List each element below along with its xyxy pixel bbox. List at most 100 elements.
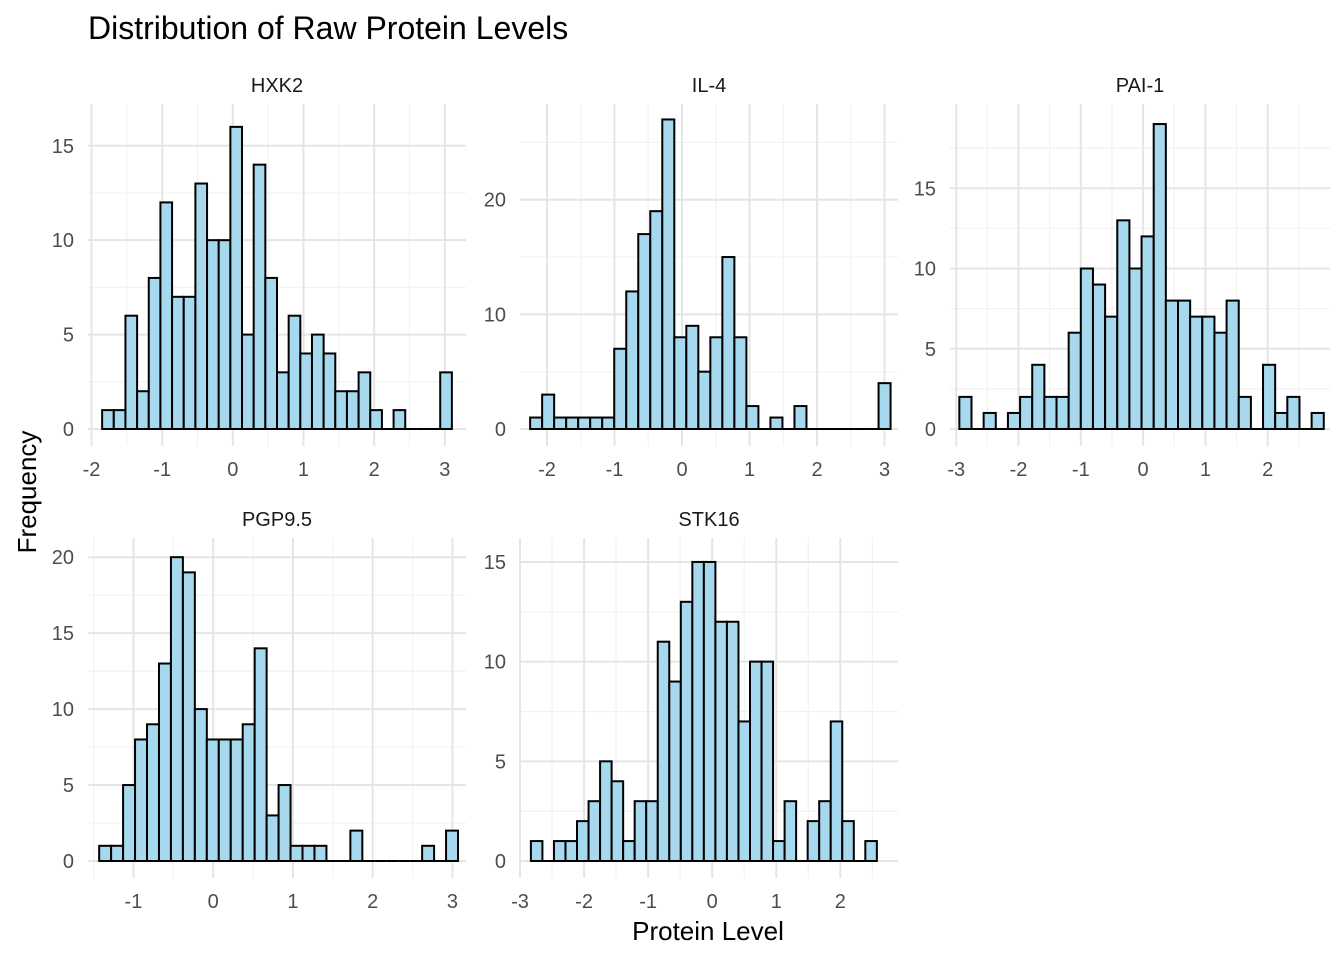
histogram-bar: [679, 600, 694, 862]
histogram-bar: [134, 738, 149, 863]
panel-pai-1: PAI-1 0 5 10 15 -3 -2 -1 0 1 2: [914, 75, 1330, 481]
histogram-bar: [264, 276, 278, 430]
histogram-bar: [613, 347, 628, 430]
histogram-bar: [1019, 395, 1034, 430]
histogram-bar: [369, 409, 383, 430]
histogram-bar: [110, 844, 125, 862]
histogram-bar: [206, 239, 220, 430]
x-tick-label: -1: [125, 891, 143, 913]
x-tick-label: -1: [153, 459, 171, 481]
histogram-bar: [541, 393, 556, 431]
histogram-bar: [637, 233, 652, 430]
x-tick-label: -2: [575, 891, 593, 913]
histogram-bar: [772, 840, 786, 862]
x-tick-label: 0: [227, 459, 238, 481]
facet-strip-label: IL-4: [692, 75, 726, 97]
histogram-bar: [1091, 283, 1107, 430]
facet-strip-label: PGP9.5: [242, 509, 312, 531]
histogram-bar: [599, 760, 613, 862]
histogram-bar: [1262, 363, 1277, 430]
histogram-bar: [529, 840, 544, 862]
x-tick-label: 2: [367, 891, 378, 913]
histogram-bar: [159, 201, 174, 430]
panel-pgp9-5: PGP9.5 0 5 10 15 20 -1 0 1 2 3: [52, 509, 466, 913]
y-tick-label: 10: [914, 259, 936, 281]
histogram-bar: [1237, 395, 1252, 430]
y-tick-label: 0: [63, 851, 74, 873]
x-tick-label: 3: [879, 459, 890, 481]
panel-stk16: STK16 0 5 10 15 -3 -2 -1 0 1 2: [484, 509, 898, 913]
histogram-bar: [1116, 219, 1131, 430]
histogram-bar: [1140, 235, 1155, 430]
y-tick-label: 10: [484, 652, 506, 674]
y-tick-label: 20: [52, 547, 74, 569]
histogram-bar: [445, 829, 460, 862]
x-tick-label: 1: [771, 891, 782, 913]
histogram-bar: [691, 560, 705, 862]
x-tick-label: -3: [511, 891, 529, 913]
histogram-bar: [587, 800, 602, 862]
histogram-bar: [1055, 395, 1070, 430]
chart-title: Distribution of Raw Protein Levels: [88, 10, 568, 46]
y-tick-label: 0: [63, 419, 74, 441]
histogram-bar: [714, 620, 728, 862]
x-tick-label: -2: [83, 459, 101, 481]
histogram-bar: [576, 820, 590, 862]
histogram-bar: [229, 125, 244, 430]
histogram-bar: [656, 640, 671, 862]
x-tick-label: 0: [707, 891, 718, 913]
histogram-bar: [668, 680, 682, 862]
histogram-bar: [392, 409, 407, 430]
histogram-bar: [721, 256, 736, 430]
histogram-bar: [958, 395, 973, 430]
histogram-bar: [182, 295, 197, 430]
histogram-bar: [310, 333, 325, 430]
histogram-bar: [806, 820, 821, 862]
y-tick-label: 5: [925, 339, 936, 361]
histogram-bar: [601, 416, 616, 430]
panel-il-4: IL-4 0 10 20 -2 -1 0 1 2 3: [484, 75, 898, 481]
histogram-bar: [1201, 315, 1216, 430]
histogram-bar: [564, 840, 579, 862]
histogram-bar: [733, 336, 748, 430]
histogram-bar: [252, 163, 267, 430]
x-tick-label: 0: [1138, 459, 1149, 481]
histogram-bar: [783, 800, 798, 862]
histogram-bar: [577, 416, 592, 430]
x-tick-label: -1: [606, 459, 624, 481]
y-tick-label: 15: [52, 136, 74, 158]
histogram-bar: [171, 295, 185, 430]
y-tick-label: 10: [484, 304, 506, 326]
x-tick-label: 3: [447, 891, 458, 913]
histogram-bar: [1104, 315, 1119, 430]
histogram-bar: [725, 620, 740, 862]
histogram-bar: [421, 844, 436, 862]
histogram-bar: [194, 182, 209, 430]
histogram-bar: [553, 416, 568, 430]
y-tick-label: 0: [495, 419, 506, 441]
y-tick-label: 5: [63, 775, 74, 797]
histogram-bar: [276, 371, 290, 430]
histogram-bar: [357, 371, 372, 430]
x-tick-label: 0: [676, 459, 687, 481]
histogram-bar: [1043, 395, 1058, 430]
histogram-bar: [169, 556, 184, 862]
histogram-bar: [709, 336, 724, 430]
histogram-bar: [633, 800, 648, 862]
x-tick-label: 3: [439, 459, 450, 481]
histogram-bar: [745, 405, 760, 431]
histogram-bar: [1225, 299, 1240, 430]
histogram-bar: [1189, 315, 1204, 430]
histogram-bar: [112, 409, 127, 430]
histogram-bar: [1031, 363, 1046, 430]
histogram-bar: [181, 571, 196, 863]
histogram-bar: [760, 660, 775, 862]
histogram-bar: [1152, 123, 1167, 431]
histogram-bar: [124, 314, 139, 430]
x-tick-label: 2: [1262, 459, 1273, 481]
x-tick-label: -1: [639, 891, 657, 913]
histogram-bar: [1177, 299, 1192, 430]
histogram-bar: [1164, 299, 1179, 430]
